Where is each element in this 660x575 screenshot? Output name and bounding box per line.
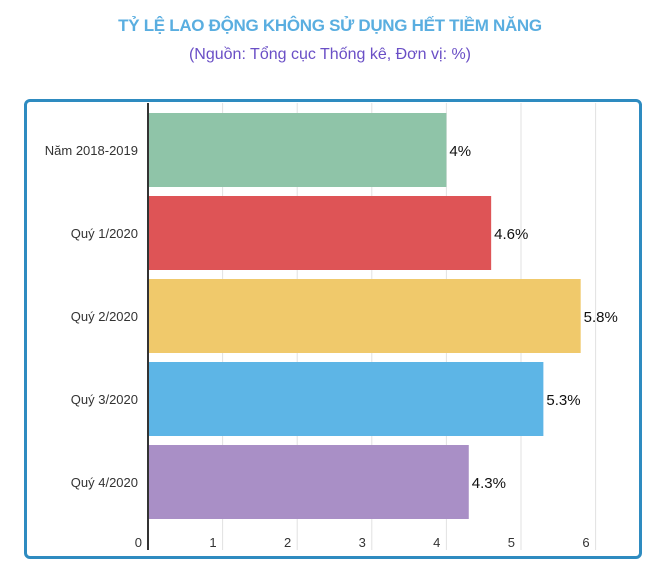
x-tick-label: 2 bbox=[284, 535, 291, 550]
category-label: Quý 1/2020 bbox=[71, 226, 138, 241]
data-label: 5.8% bbox=[584, 309, 618, 326]
data-label: 5.3% bbox=[546, 392, 580, 409]
x-tick-label: 0 bbox=[135, 535, 142, 550]
chart-frame bbox=[24, 99, 642, 559]
x-tick-label: 3 bbox=[359, 535, 366, 550]
x-tick-label: 4 bbox=[433, 535, 440, 550]
bar bbox=[148, 362, 544, 436]
category-label: Năm 2018-2019 bbox=[45, 143, 138, 158]
data-label: 4.6% bbox=[494, 226, 528, 243]
x-tick-label: 5 bbox=[508, 535, 515, 550]
data-label: 4.3% bbox=[472, 475, 506, 492]
chart-subtitle: (Nguồn: Tổng cục Thống kê, Đơn vị: %) bbox=[188, 46, 472, 63]
bar bbox=[148, 445, 469, 519]
bar bbox=[148, 113, 447, 187]
bar bbox=[148, 196, 492, 270]
category-label: Quý 2/2020 bbox=[71, 309, 138, 324]
category-label: Quý 3/2020 bbox=[71, 392, 138, 407]
category-label: Quý 4/2020 bbox=[71, 475, 138, 490]
bar bbox=[148, 279, 581, 353]
data-label: 4% bbox=[449, 143, 471, 160]
x-tick-label: 6 bbox=[582, 535, 589, 550]
x-tick-label: 1 bbox=[209, 535, 216, 550]
chart-title: TỶ LỆ LAO ĐỘNG KHÔNG SỬ DỤNG HẾT TIỀM NĂ… bbox=[118, 16, 542, 35]
